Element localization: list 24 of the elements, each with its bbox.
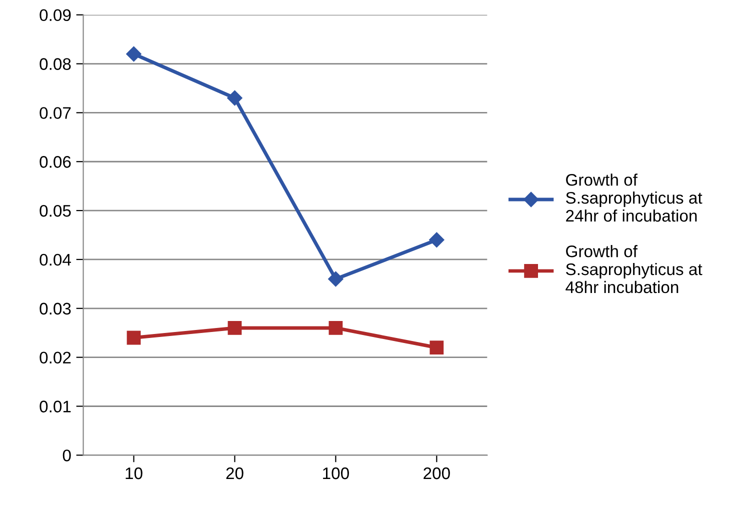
x-tick-label: 20 (226, 467, 244, 480)
y-tick-label: 0 (62, 450, 71, 462)
legend-label: Growth of S.saprophyticus at 24hr of incubation (566, 174, 702, 222)
x-tick-label: 10 (126, 467, 142, 480)
point (328, 271, 344, 287)
y-tick-label: 0.04 (40, 254, 71, 266)
y-tick-label: 0.07 (40, 107, 71, 119)
y-tick-label: 0.05 (40, 204, 71, 217)
point (328, 321, 343, 335)
x-tick-label: 200 (424, 467, 450, 480)
y-tick-label: 0.09 (40, 9, 71, 22)
y-tick-label: 0.08 (40, 58, 71, 70)
point (126, 330, 141, 345)
y-tick-label: 0.02 (40, 352, 71, 364)
point (429, 232, 444, 248)
x-tick-label: 100 (323, 467, 349, 480)
point (227, 90, 242, 106)
point (430, 340, 444, 354)
point (228, 321, 242, 335)
point (126, 46, 142, 62)
legend-label: Growth of S.saprophyticus at 48hr incubation (566, 245, 702, 294)
y-tick-label: 0.06 (40, 156, 71, 168)
y-tick-label: 0.01 (40, 400, 71, 412)
y-tick-label: 0.03 (40, 302, 71, 315)
